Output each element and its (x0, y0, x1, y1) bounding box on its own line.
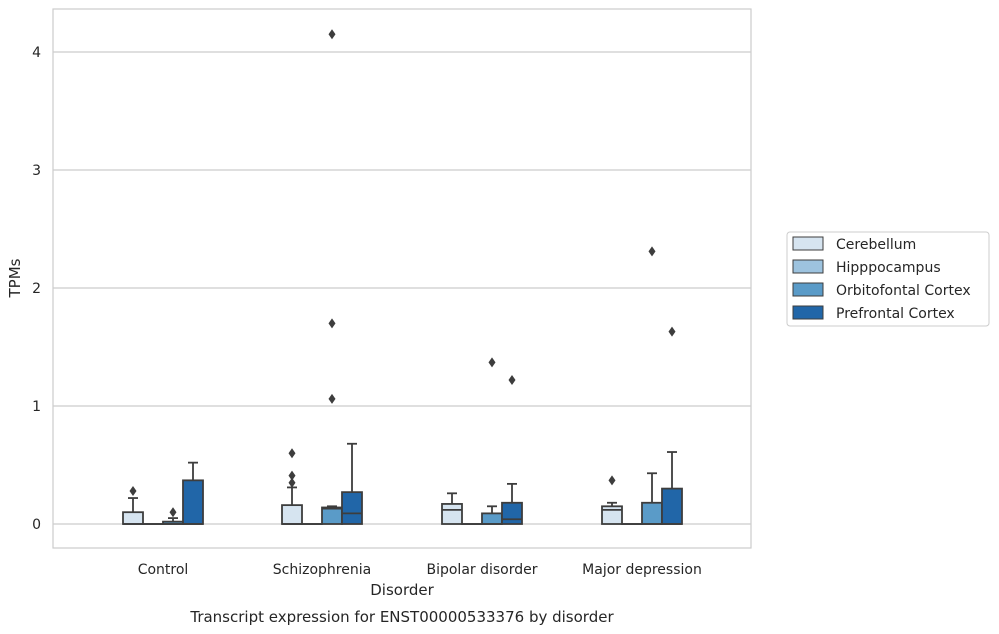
x-tick-labels: Control Schizophrenia Bipolar disorder Majo… (138, 562, 702, 578)
x-tick-label: Control (138, 562, 189, 578)
box-orbitofontal-cortex (641, 246, 663, 525)
box-body (441, 503, 463, 525)
box-prefrontal-cortex (661, 326, 683, 525)
box-plot-area (122, 29, 683, 525)
outlier-point (328, 393, 336, 404)
outlier-point (328, 29, 336, 40)
box-body (321, 506, 343, 525)
grid-lines (53, 51, 751, 525)
y-tick-label: 1 (32, 399, 41, 415)
outlier-point (668, 326, 676, 337)
box-body (481, 512, 503, 525)
x-tick-label: Major depression (582, 562, 702, 578)
x-tick-label: Schizophrenia (273, 562, 371, 578)
legend-swatch (792, 305, 824, 320)
outlier-point (648, 246, 656, 257)
box-orbitofontal-cortex (321, 29, 343, 525)
outlier-point (508, 375, 516, 386)
outlier-point (488, 357, 496, 368)
x-axis-title: Disorder (370, 581, 434, 599)
box-body (661, 487, 683, 525)
legend-label: Cerebellum (836, 237, 916, 253)
box-body (122, 511, 144, 525)
outlier-point (169, 507, 177, 518)
box-body (641, 501, 663, 525)
outlier-point (608, 475, 616, 486)
box-cerebellum (441, 492, 463, 525)
box-orbitofontal-cortex (481, 357, 503, 525)
box-cerebellum (281, 448, 303, 525)
box-body (182, 479, 204, 525)
outlier-point (288, 477, 296, 488)
legend-label: Prefrontal Cortex (836, 306, 955, 322)
legend-items: Cerebellum Hipppocampus Orbitofontal Corte… (792, 236, 971, 322)
y-axis-title: TPMs (6, 258, 24, 298)
legend-swatch (792, 259, 824, 274)
box-body (281, 504, 303, 525)
outlier-point (129, 485, 137, 496)
box-prefrontal-cortex (501, 375, 523, 525)
x-tick-label: Bipolar disorder (426, 562, 537, 578)
outlier-point (288, 470, 296, 481)
legend-label: Hipppocampus (836, 260, 941, 276)
chart-caption: Transcript expression for ENST0000053337… (189, 608, 614, 626)
legend-label: Orbitofontal Cortex (836, 283, 971, 299)
box-orbitofontal-cortex (162, 507, 184, 525)
legend: Cerebellum Hipppocampus Orbitofontal Corte… (786, 231, 990, 327)
legend-swatch (792, 282, 824, 297)
legend-swatch (792, 236, 824, 251)
y-tick-label: 0 (32, 517, 41, 533)
outlier-point (328, 318, 336, 329)
box-prefrontal-cortex (341, 442, 363, 525)
y-tick-label: 3 (32, 163, 41, 179)
box-cerebellum (601, 475, 623, 525)
outlier-point (288, 448, 296, 459)
box-body (501, 501, 523, 525)
box-prefrontal-cortex (182, 461, 204, 525)
plot-frame (52, 8, 752, 549)
y-tick-label: 2 (32, 281, 41, 297)
box-body (341, 491, 363, 525)
y-tick-label: 4 (32, 45, 41, 61)
y-tick-labels: 0 1 2 3 4 (32, 45, 41, 533)
box-cerebellum (122, 485, 144, 525)
legend-frame (786, 231, 990, 327)
